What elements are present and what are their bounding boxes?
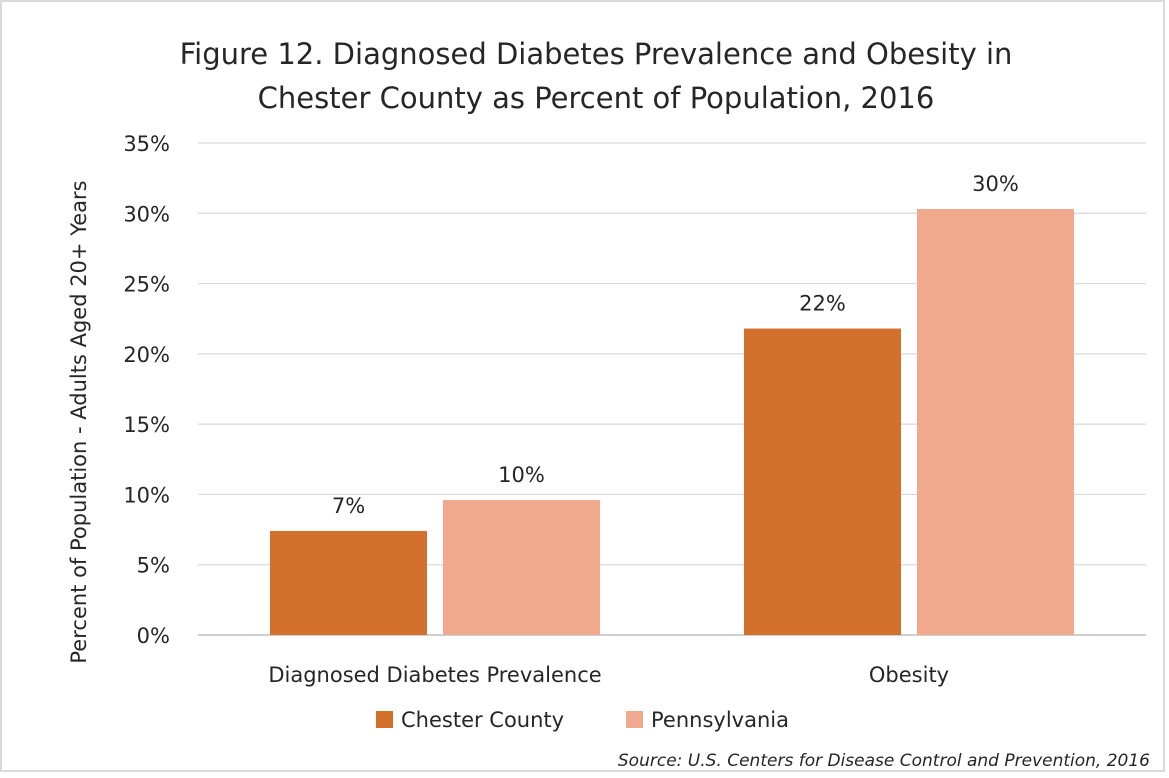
x-tick-label: Diagnosed Diabetes Prevalence bbox=[268, 663, 601, 687]
chart-title-line-2: Chester County as Percent of Population,… bbox=[258, 81, 935, 115]
data-label: 7% bbox=[332, 494, 365, 518]
y-axis-label: Percent of Population - Adults Aged 20+ … bbox=[67, 180, 91, 663]
y-axis-tick-labels: 0% 5% 10% 15% 20% 25% 30% 35% bbox=[123, 132, 170, 648]
chart-title: Figure 12. Diagnosed Diabetes Prevalence… bbox=[180, 37, 1013, 115]
legend: Chester County Pennsylvania bbox=[376, 708, 789, 732]
y-tick-label: 30% bbox=[123, 202, 170, 226]
bars bbox=[270, 209, 1074, 635]
x-axis-tick-labels: Diagnosed Diabetes Prevalence Obesity bbox=[268, 663, 949, 687]
data-label: 22% bbox=[799, 292, 846, 316]
y-tick-label: 0% bbox=[137, 624, 170, 648]
legend-swatch bbox=[376, 711, 393, 728]
data-labels: 7% 10% 22% 30% bbox=[332, 172, 1019, 518]
legend-label: Chester County bbox=[401, 708, 564, 732]
chart-title-line-1: Figure 12. Diagnosed Diabetes Prevalence… bbox=[180, 37, 1013, 71]
y-tick-label: 10% bbox=[123, 483, 170, 507]
y-tick-label: 25% bbox=[123, 273, 170, 297]
data-label: 30% bbox=[972, 172, 1019, 196]
legend-swatch bbox=[626, 711, 643, 728]
legend-label: Pennsylvania bbox=[651, 708, 789, 732]
y-tick-label: 5% bbox=[137, 554, 170, 578]
source-note: Source: U.S. Centers for Disease Control… bbox=[618, 751, 1150, 771]
data-label: 10% bbox=[498, 463, 545, 487]
bar-1-1 bbox=[917, 209, 1074, 635]
y-tick-label: 20% bbox=[123, 343, 170, 367]
bar-0-0 bbox=[270, 530, 427, 635]
x-tick-label: Obesity bbox=[869, 663, 949, 687]
y-tick-label: 15% bbox=[123, 413, 170, 437]
bar-0-1 bbox=[744, 328, 901, 635]
y-tick-label: 35% bbox=[123, 132, 170, 156]
bar-1-0 bbox=[443, 500, 600, 635]
